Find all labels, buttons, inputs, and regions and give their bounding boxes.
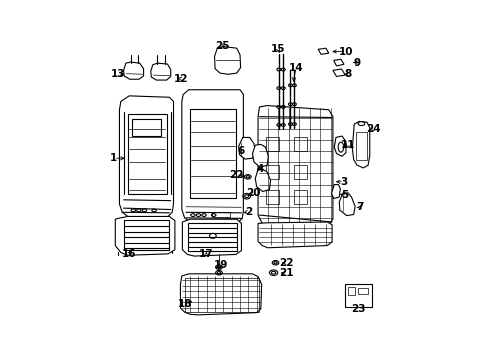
Text: 16: 16	[122, 249, 136, 260]
Bar	[188, 223, 237, 251]
Text: 23: 23	[351, 304, 366, 314]
Bar	[212, 212, 230, 217]
Polygon shape	[339, 193, 355, 216]
Polygon shape	[255, 169, 270, 192]
Bar	[348, 287, 355, 296]
Polygon shape	[333, 69, 345, 76]
Bar	[358, 288, 368, 294]
Bar	[294, 190, 307, 204]
Bar	[185, 278, 259, 311]
Text: 22: 22	[279, 258, 294, 268]
Polygon shape	[182, 219, 242, 256]
Text: 25: 25	[215, 41, 229, 51]
Polygon shape	[252, 144, 269, 167]
Bar	[294, 138, 307, 151]
Text: 8: 8	[344, 69, 351, 79]
Bar	[267, 190, 279, 204]
Bar	[294, 165, 307, 179]
Bar	[123, 220, 170, 250]
Text: 19: 19	[214, 260, 229, 270]
Bar	[356, 132, 367, 159]
Polygon shape	[180, 274, 262, 315]
Bar	[128, 114, 167, 194]
Text: 20: 20	[246, 188, 261, 198]
Text: 22: 22	[229, 170, 244, 180]
Bar	[132, 120, 161, 136]
Text: 7: 7	[356, 202, 364, 212]
Bar	[267, 165, 279, 179]
Text: 2: 2	[245, 207, 252, 217]
Polygon shape	[239, 138, 255, 159]
Text: 15: 15	[271, 44, 286, 54]
Text: 9: 9	[353, 58, 361, 68]
Polygon shape	[332, 185, 341, 198]
Bar	[267, 138, 279, 151]
Bar	[345, 284, 372, 306]
Text: 6: 6	[237, 146, 245, 156]
Polygon shape	[120, 96, 173, 218]
Polygon shape	[318, 48, 329, 54]
Text: 24: 24	[367, 123, 381, 134]
Polygon shape	[334, 136, 346, 156]
Polygon shape	[182, 90, 244, 223]
Bar	[190, 109, 236, 198]
Text: 3: 3	[341, 177, 347, 187]
Polygon shape	[352, 121, 370, 168]
Text: 4: 4	[256, 164, 264, 174]
Text: 11: 11	[341, 140, 355, 150]
Text: 18: 18	[178, 299, 193, 309]
Polygon shape	[258, 222, 332, 248]
Text: 10: 10	[339, 46, 353, 57]
Text: 13: 13	[111, 69, 125, 79]
Polygon shape	[123, 62, 144, 79]
Text: 12: 12	[174, 74, 189, 84]
Polygon shape	[115, 216, 175, 255]
Polygon shape	[334, 59, 344, 66]
Polygon shape	[215, 46, 241, 74]
Polygon shape	[151, 63, 171, 80]
Text: 1: 1	[110, 153, 118, 163]
Text: 5: 5	[341, 190, 348, 200]
Text: 14: 14	[289, 63, 303, 73]
Text: 17: 17	[199, 249, 214, 260]
Text: 21: 21	[279, 268, 294, 278]
Polygon shape	[258, 105, 333, 229]
